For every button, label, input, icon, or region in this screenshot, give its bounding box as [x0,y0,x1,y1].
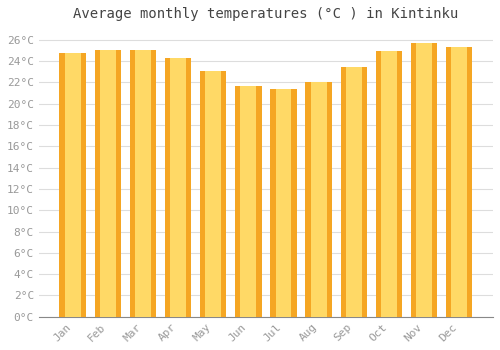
Bar [165,58,191,317]
Bar [411,43,438,317]
Bar [340,68,367,317]
Bar [170,58,186,317]
Bar [200,71,226,317]
Bar [306,82,332,317]
Bar [276,89,291,317]
Bar [416,43,432,317]
Bar [446,47,472,317]
Bar [381,51,397,317]
Bar [206,71,221,317]
Bar [100,50,116,317]
Bar [240,85,256,317]
Title: Average monthly temperatures (°C ) in Kintinku: Average monthly temperatures (°C ) in Ki… [74,7,458,21]
Bar [64,52,80,317]
Bar [135,50,151,317]
Bar [235,85,262,317]
Bar [376,51,402,317]
Bar [60,52,86,317]
Bar [310,82,326,317]
Bar [346,68,362,317]
Bar [270,89,296,317]
Bar [452,47,467,317]
Bar [130,50,156,317]
Bar [94,50,121,317]
